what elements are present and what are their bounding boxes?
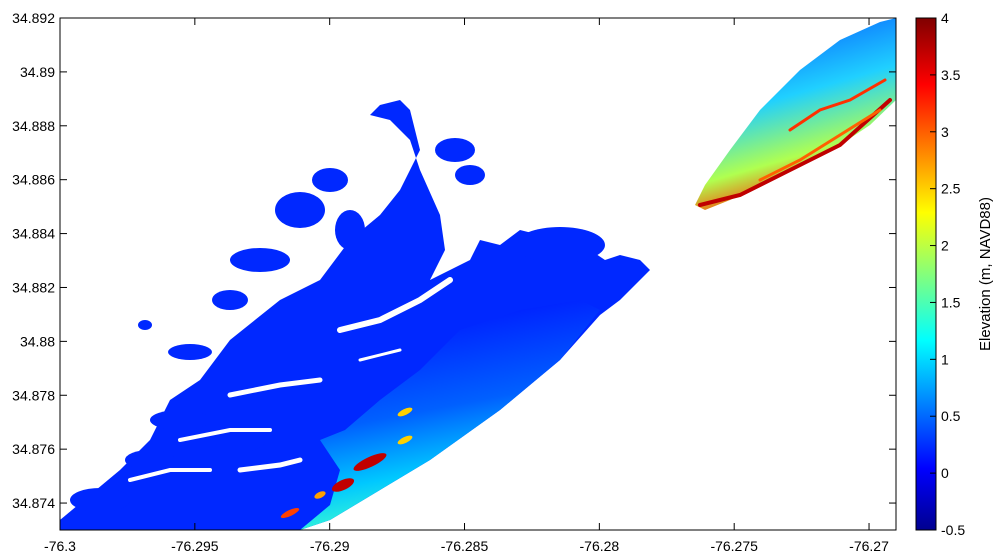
y-tick-label: 34.878 — [12, 387, 55, 403]
y-tick-label: 34.888 — [12, 118, 55, 134]
colorbar-tick-label: 0 — [941, 465, 949, 481]
island-region — [695, 18, 896, 210]
colorbar-tick-label: 1 — [941, 351, 949, 367]
colorbar-ticks: 4 3.5 3 2.5 2 1.5 1 0.5 0 -0.5 — [930, 10, 965, 538]
y-tick-label: 34.886 — [12, 172, 55, 188]
colorbar-tick-label: 1.5 — [941, 294, 961, 310]
y-tick-label: 34.884 — [12, 226, 55, 242]
plot-frame — [59, 17, 897, 531]
colorbar-tick-label: 2.5 — [941, 181, 961, 197]
x-tick-label: -76.285 — [441, 538, 489, 554]
x-tick-label: -76.28 — [580, 538, 620, 554]
colorbar-tick-label: 3.5 — [941, 67, 961, 83]
x-tick-label: -76.29 — [310, 538, 350, 554]
y-tick-label: 34.882 — [12, 279, 55, 295]
dune-highlights — [280, 407, 413, 519]
y-tick-label: 34.874 — [12, 495, 55, 511]
colorbar-bar — [915, 17, 937, 531]
water-channels — [128, 277, 453, 482]
marsh-patches — [70, 138, 605, 512]
colorbar-tick-label: -0.5 — [941, 522, 965, 538]
beach-region — [300, 300, 600, 530]
y-tick-label: 34.89 — [20, 64, 55, 80]
y-tick-label: 34.892 — [12, 10, 55, 26]
colorbar-tick-label: 2 — [941, 238, 949, 254]
x-tick-label: -76.295 — [171, 538, 219, 554]
x-tick-label: -76.275 — [710, 538, 758, 554]
colorbar-tick-label: 4 — [941, 10, 949, 26]
colorbar-title: Elevation (m, NAVD88) — [977, 197, 994, 351]
y-axis-ticks: 34.892 34.89 34.888 34.886 34.884 34.882 34.88… — [12, 10, 896, 511]
y-tick-label: 34.876 — [12, 441, 55, 457]
colorbar-tick-label: 0.5 — [941, 408, 961, 424]
x-axis-ticks: -76.3 -76.295 -76.29 -76.285 -76.28 -76.275 -7… — [44, 18, 889, 554]
y-tick-label: 34.88 — [20, 333, 55, 349]
colorbar-tick-label: 3 — [941, 124, 949, 140]
island-ridges — [698, 78, 892, 207]
x-tick-label: -76.27 — [849, 538, 889, 554]
x-tick-label: -76.3 — [44, 538, 76, 554]
elevation-map — [60, 18, 896, 530]
